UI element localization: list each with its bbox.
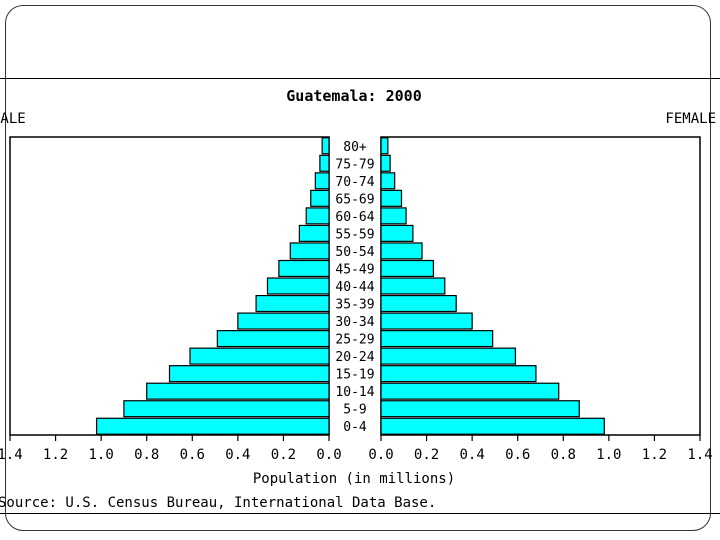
x-tick-label-female: 0.6: [505, 447, 530, 463]
female-bar-30-34: [380, 312, 473, 330]
female-label: FEMALE: [665, 111, 716, 127]
female-bar-45-49: [380, 259, 435, 278]
male-bar-60-64: [305, 207, 330, 225]
male-bar-5-9: [123, 400, 330, 418]
age-group-label: 70-74: [335, 175, 374, 190]
age-group-label: 20-24: [335, 350, 374, 365]
female-bar-20-24: [380, 347, 517, 365]
male-bar-55-59: [298, 224, 330, 242]
male-bar-45-49: [278, 259, 330, 278]
age-group-label: 65-69: [335, 192, 374, 207]
age-group-label: 80+: [343, 140, 367, 155]
female-bar-60-64: [380, 207, 407, 225]
male-bar-0-4: [95, 417, 330, 435]
x-tick-label-female: 0.8: [551, 447, 576, 463]
age-group-label: 55-59: [335, 227, 374, 242]
female-bar-55-59: [380, 224, 414, 242]
x-tick-label-male: 1.4: [0, 447, 23, 463]
x-tick-label-female: 0.0: [368, 447, 393, 463]
x-tick-label-female: 1.4: [687, 447, 712, 463]
chart-panel: [0, 78, 720, 514]
age-group-label: 5-9: [343, 403, 366, 418]
male-bar-80+: [321, 137, 330, 155]
slide-frame: [5, 5, 711, 531]
female-bar-50-54: [380, 242, 423, 260]
age-group-label: 25-29: [335, 333, 374, 348]
female-bar-25-29: [380, 330, 494, 348]
female-bar-15-19: [380, 365, 537, 383]
age-group-label: 60-64: [335, 210, 374, 225]
male-bar-75-79: [319, 154, 330, 172]
male-bar-30-34: [237, 312, 330, 330]
x-axis-label: Population (in millions): [253, 471, 455, 487]
male-bar-10-14: [146, 382, 330, 400]
male-bar-20-24: [189, 347, 330, 365]
x-tick-label-female: 0.2: [414, 447, 439, 463]
age-group-label: 10-14: [335, 385, 374, 400]
female-bar-5-9: [380, 400, 580, 418]
female-bar-40-44: [380, 277, 446, 295]
x-tick-label-male: 0.6: [180, 447, 205, 463]
female-bar-10-14: [380, 382, 560, 400]
female-bar-75-79: [380, 154, 391, 172]
x-tick-label-male: 0.2: [271, 447, 296, 463]
chart-title: Guatemala: 2000: [286, 87, 421, 105]
x-tick-label-female: 1.0: [596, 447, 621, 463]
male-bar-25-29: [216, 330, 330, 348]
age-group-label: 50-54: [335, 245, 374, 260]
x-tick-label-male: 0.0: [316, 447, 341, 463]
x-tick-label-male: 1.0: [88, 447, 113, 463]
x-tick-label-female: 1.2: [642, 447, 667, 463]
age-group-label: 15-19: [335, 368, 374, 383]
female-bar-65-69: [380, 189, 403, 207]
female-bar-35-39: [380, 294, 457, 313]
x-tick-label-male: 0.8: [134, 447, 159, 463]
x-tick-label-male: 1.2: [43, 447, 68, 463]
male-bar-15-19: [168, 365, 330, 383]
male-label: MALE: [0, 111, 26, 127]
x-tick-label-male: 0.4: [225, 447, 250, 463]
x-tick-label-female: 0.4: [459, 447, 484, 463]
age-group-label: 0-4: [343, 420, 367, 435]
age-group-label: 75-79: [335, 157, 374, 172]
male-bar-40-44: [266, 277, 330, 295]
male-bar-70-74: [314, 172, 330, 190]
male-bar-50-54: [289, 242, 330, 260]
female-bar-70-74: [380, 172, 396, 190]
male-bar-65-69: [310, 189, 330, 207]
age-group-label: 30-34: [335, 315, 374, 330]
source-note: Source: U.S. Census Bureau, Internationa…: [0, 495, 436, 511]
female-bar-80+: [380, 137, 389, 155]
female-bar-0-4: [380, 417, 605, 435]
age-group-label: 40-44: [335, 280, 374, 295]
male-bar-35-39: [255, 294, 330, 313]
age-group-label: 35-39: [335, 298, 374, 313]
age-group-label: 45-49: [335, 262, 374, 277]
